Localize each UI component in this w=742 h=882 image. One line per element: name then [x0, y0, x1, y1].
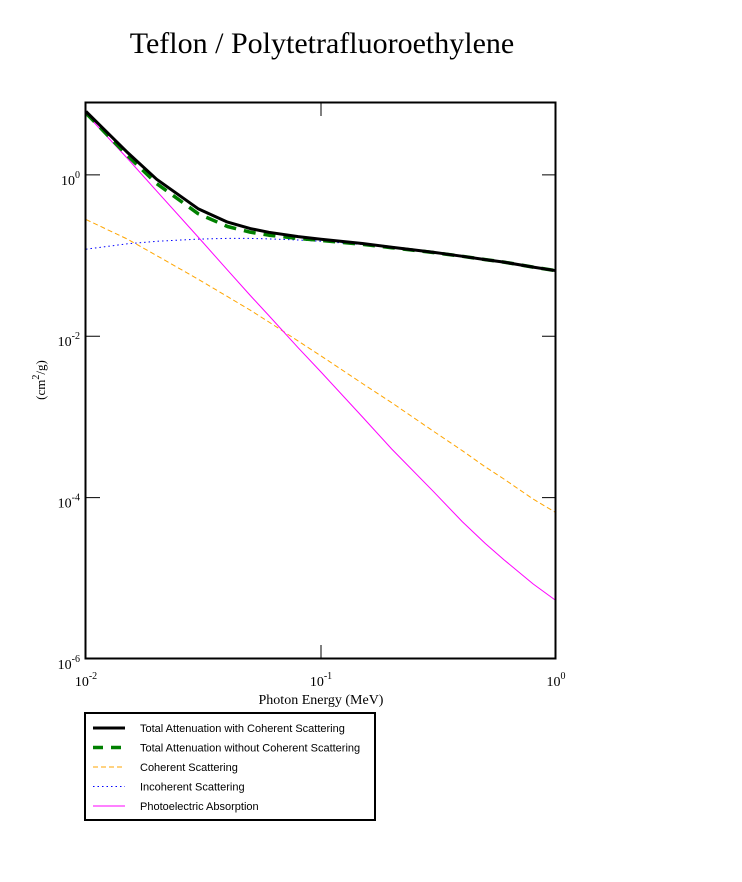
series-line-3	[85, 237, 557, 272]
legend-label: Photoelectric Absorption	[140, 801, 259, 813]
chart-title: Teflon / Polytetrafluoroethylene	[130, 27, 514, 60]
y-tick-label: 10-4	[58, 493, 80, 512]
legend: Total Attenuation with Coherent Scatteri…	[84, 712, 376, 821]
x-axis-label: Photon Energy (MeV)	[259, 693, 384, 708]
series-line-0	[84, 110, 557, 273]
x-tick-label: 10-2	[75, 671, 97, 690]
series-layer	[84, 110, 557, 602]
y-tick-label: 10-2	[58, 331, 80, 350]
plot-frame	[84, 101, 557, 660]
legend-label: Total Attenuation without Coherent Scatt…	[140, 743, 360, 755]
ticks-layer: 10-2 10-1 100 10-6 10-4 10-2 100	[58, 102, 566, 690]
y-tick-label: 100	[61, 170, 80, 189]
x-tick-label: 100	[547, 671, 566, 690]
series-line-1	[84, 111, 557, 273]
series-line-2	[85, 219, 557, 514]
legend-box	[84, 712, 376, 821]
y-axis-label: (cm2/g)	[31, 360, 48, 400]
y-tick-label: 10-6	[58, 654, 80, 673]
legend-label: Total Attenuation with Coherent Scatteri…	[140, 723, 345, 735]
legend-label: Coherent Scattering	[140, 762, 238, 774]
legend-label: Incoherent Scattering	[140, 782, 245, 794]
series-line-4	[85, 113, 557, 602]
x-tick-label: 10-1	[310, 671, 332, 690]
